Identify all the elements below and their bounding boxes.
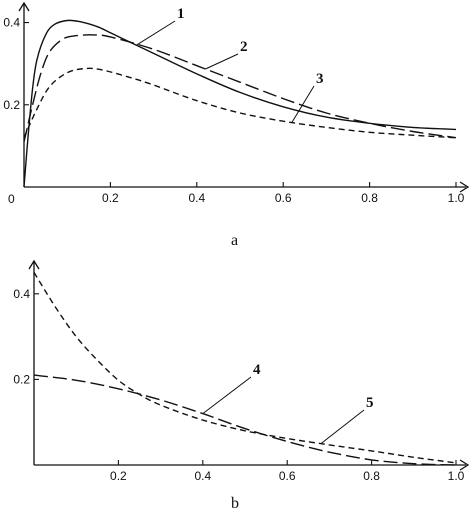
panel-b-x-arrow bbox=[459, 459, 470, 471]
panel-a-series-labels: 1 2 3 bbox=[136, 6, 324, 123]
panel-a-x-tick-label: 0.8 bbox=[361, 191, 378, 205]
panel-a-x-tick-label: 0.6 bbox=[275, 191, 292, 205]
panel-b-x-tick-label: 0.4 bbox=[194, 469, 211, 483]
panel-a-series-2-leader bbox=[205, 53, 239, 70]
panel-a-y-tick-label: 0.4 bbox=[3, 16, 20, 30]
panel-a-origin-label: 0 bbox=[8, 192, 15, 206]
panel-a-series-3-line bbox=[23, 67, 457, 139]
panel-a-x-tick-label: 0.2 bbox=[102, 191, 119, 205]
panel-a-ticks: 0.2 0.4 0.6 0.8 1.0 0.2 0.4 bbox=[3, 16, 464, 205]
panel-a-series-2-line bbox=[23, 34, 457, 142]
panel-b-series bbox=[33, 272, 457, 466]
panel-a-series-1-leader bbox=[136, 20, 176, 46]
panel-a-series-1-label: 1 bbox=[177, 6, 185, 22]
panel-a-x-tick-label: 1.0 bbox=[448, 191, 465, 205]
panel-a-y-arrow bbox=[18, 1, 30, 12]
panel-a-x-arrow bbox=[459, 181, 470, 193]
panel-b-x-tick-label: 0.8 bbox=[363, 469, 380, 483]
panel-b-series-4-label: 4 bbox=[253, 362, 261, 378]
panel-a-series-2-label: 2 bbox=[240, 39, 248, 55]
panel-a-y-tick-label: 0.2 bbox=[3, 98, 20, 112]
panel-a-caption: a bbox=[231, 232, 238, 249]
panel-b-x-tick-label: 1.0 bbox=[448, 469, 465, 483]
panel-a: 0.2 0.4 0.6 0.8 1.0 0.2 0.4 0 1 2 3 a bbox=[3, 1, 470, 249]
panel-a-series bbox=[23, 19, 457, 188]
panel-b-caption: b bbox=[231, 495, 239, 512]
panel-b: 0.2 0.4 0.6 0.8 1.00.20.4 45 b bbox=[13, 259, 470, 512]
panel-b-x-tick-label: 0.6 bbox=[279, 469, 296, 483]
panel-b-series-5-leader bbox=[320, 409, 365, 444]
panel-b-y-tick-label: 0.2 bbox=[13, 372, 30, 386]
panel-a-x-tick-label: 0.4 bbox=[188, 191, 205, 205]
panel-b-y-arrow bbox=[28, 259, 40, 270]
panel-b-series-4-leader bbox=[202, 376, 252, 415]
panel-b-series-5-line bbox=[33, 272, 457, 464]
panel-b-series-5-label: 5 bbox=[366, 395, 374, 411]
panel-a-series-1-line bbox=[23, 19, 457, 188]
panel-b-series-labels: 45 bbox=[202, 362, 374, 444]
panel-a-series-3-leader bbox=[291, 85, 315, 123]
panel-b-y-tick-label: 0.4 bbox=[13, 287, 30, 301]
panel-b-series-4-line bbox=[33, 374, 457, 466]
panel-b-x-tick-label: 0.2 bbox=[110, 469, 127, 483]
panel-b-ticks: 0.2 0.4 0.6 0.8 1.0 0.2 0.4 bbox=[13, 287, 464, 483]
panel-a-series-3-label: 3 bbox=[316, 71, 324, 87]
